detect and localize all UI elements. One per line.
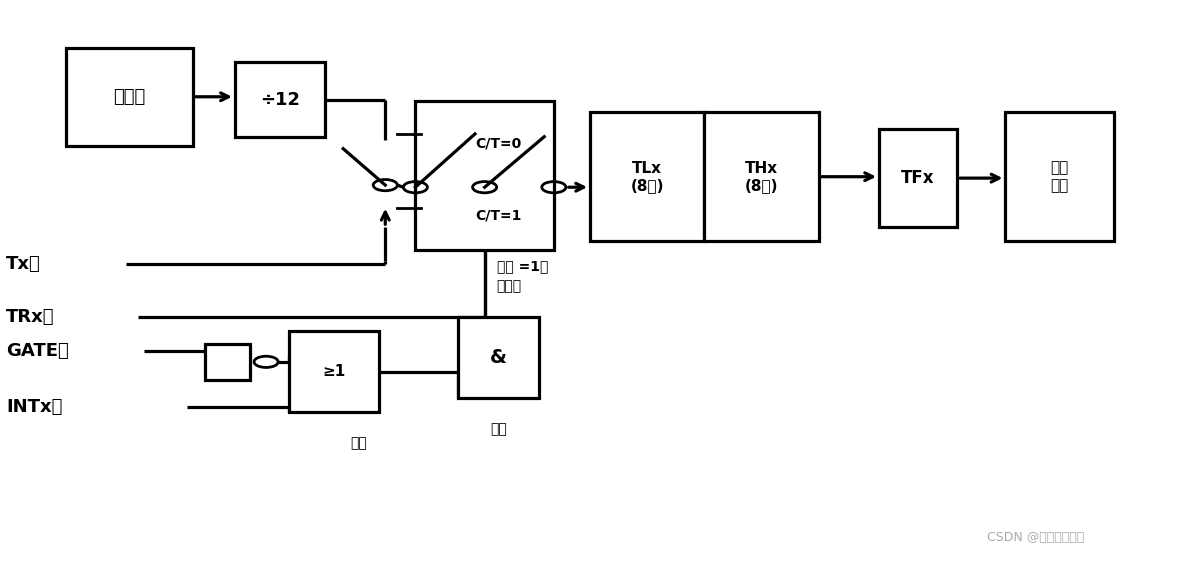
Bar	[66, 48, 193, 146]
Text: GATE位: GATE位	[6, 342, 69, 360]
Text: TLx
(8位): TLx (8位)	[631, 160, 663, 193]
Bar	[704, 112, 819, 241]
Bar	[590, 112, 704, 241]
Text: 关接通: 关接通	[496, 279, 521, 293]
Text: 控制 =1开: 控制 =1开	[496, 260, 548, 273]
Text: ≥1: ≥1	[323, 364, 346, 379]
Text: Tx端: Tx端	[6, 255, 41, 273]
Bar	[879, 129, 957, 227]
Text: C/T=1: C/T=1	[476, 209, 523, 223]
Text: 振荡器: 振荡器	[113, 88, 146, 106]
Text: 与门: 与门	[490, 422, 507, 436]
Text: TRx位: TRx位	[6, 308, 54, 326]
Bar	[415, 101, 554, 250]
Text: ÷12: ÷12	[260, 90, 300, 109]
Bar	[289, 331, 379, 412]
Bar	[458, 317, 539, 398]
Bar	[235, 62, 325, 137]
Text: CSDN @阿杰学习笔记: CSDN @阿杰学习笔记	[987, 531, 1085, 544]
Text: C/T=0: C/T=0	[476, 136, 521, 150]
Text: TFx: TFx	[902, 169, 934, 187]
Text: 申请
中断: 申请 中断	[1050, 160, 1069, 193]
Text: 或门: 或门	[350, 436, 366, 450]
Bar	[205, 343, 250, 380]
Bar	[1005, 112, 1114, 241]
Text: &: &	[490, 348, 507, 367]
Text: INTx端: INTx端	[6, 398, 63, 416]
Text: THx
(8位): THx (8位)	[745, 160, 778, 193]
